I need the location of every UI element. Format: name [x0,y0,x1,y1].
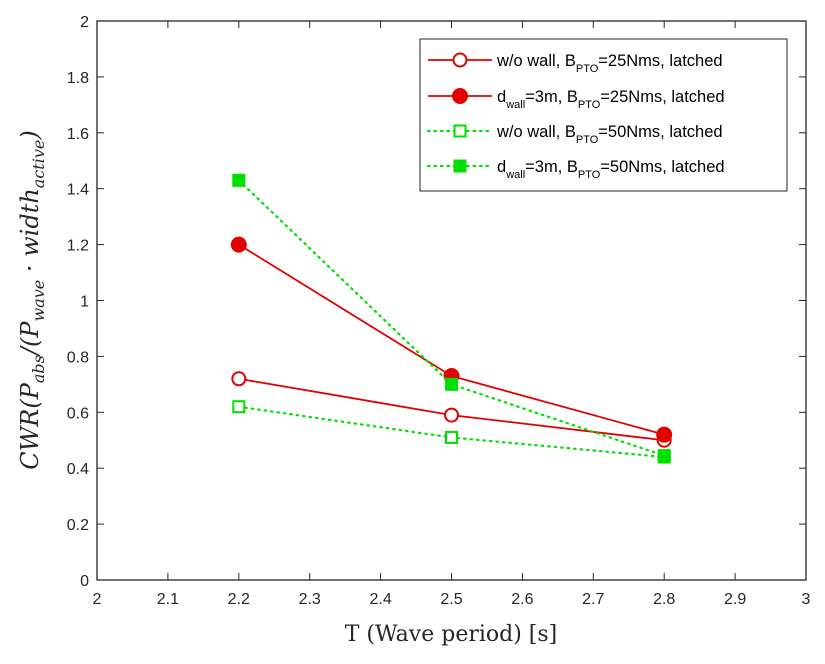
legend-marker [452,88,468,104]
x-tick-label: 3 [802,591,811,608]
data-point [232,400,246,414]
legend-subscript: PTO [576,134,599,146]
legend-text-part: =25Nms, latched [598,52,722,70]
y-tick-label: 0.6 [67,405,89,422]
y-label-main: CWR(P [16,382,44,469]
data-point [444,407,459,423]
data-point [445,430,458,444]
legend-subscript: PTO [578,99,601,111]
legend-item: w/o wall, BPTO=50Nms, latched [426,123,723,146]
y-tick-label: 1.6 [67,126,89,143]
series-4 [232,173,671,463]
y-tick-label: 1.2 [67,238,89,255]
legend-label: w/o wall, BPTO=25Nms, latched [496,52,723,75]
y-tick-label: 0.2 [67,517,89,534]
y-axis-label: CWR(Pabs/(Pwave · widthactive) [16,130,48,470]
y-label-end: ) [16,130,44,140]
y-label-mid: /(P [16,321,44,357]
y-label-sub-active: active [29,140,48,189]
y-tick-label: 2 [80,14,89,31]
y-tick-label: 0.4 [67,461,89,478]
legend-text-part: =50Nms, latched [600,158,724,176]
series-layer [230,173,673,464]
legend-marker [452,52,468,68]
x-tick-label: 2.8 [653,591,675,608]
legend-text-part: d [497,88,506,106]
legend-subscript: PTO [578,169,601,181]
x-ticks: 2 2.1 2.2 2.3 2.4 2.5 2.6 2.7 2.8 2.9 3 [93,21,811,608]
y-label-sub-wave: wave [29,280,48,322]
legend-text-part: =3m, B [525,158,578,176]
data-point [230,236,247,253]
legend-marker [453,124,467,138]
legend-text-part: d [497,158,506,176]
legend-text-part: w/o wall, B [496,52,576,70]
y-tick-label: 0 [80,573,89,590]
y-label-mid2: · width [16,188,44,280]
x-tick-label: 2.9 [724,591,746,608]
x-tick-label: 2.5 [440,591,462,608]
x-tick-label: 2.6 [511,591,533,608]
y-label-sub-abs: abs [29,355,48,383]
data-point [231,371,247,387]
data-point [232,173,246,187]
data-point [656,426,673,443]
legend-subscript: wall [505,169,525,181]
x-tick-label: 2.1 [157,591,179,608]
x-tick-label: 2.7 [582,591,604,608]
legend-item: w/o wall, BPTO=25Nms, latched [428,52,723,75]
data-point [657,449,671,463]
legend-text-part: w/o wall, B [496,123,576,141]
y-ticks: 0 0.2 0.4 0.6 0.8 1 1.2 1.4 1.6 1.8 2 [67,14,806,590]
data-point [445,377,458,391]
y-tick-label: 1 [80,294,89,311]
x-tick-label: 2.3 [299,591,321,608]
y-tick-label: 1.8 [67,70,89,87]
y-tick-label: 1.4 [67,182,89,199]
x-tick-label: 2.2 [228,591,250,608]
x-tick-label: 2 [93,591,102,608]
legend-marker [453,159,467,173]
y-tick-label: 0.8 [67,349,89,366]
legend-text-part: =25Nms, latched [600,88,724,106]
legend-label: w/o wall, BPTO=50Nms, latched [496,123,723,146]
legend-text-part: =3m, B [525,88,578,106]
legend-item: dwall=3m, BPTO=25Nms, latched [428,88,725,111]
legend-item: dwall=3m, BPTO=50Nms, latched [426,158,725,181]
x-axis-label: T (Wave period) [s] [345,622,558,647]
legend-subscript: PTO [576,63,599,75]
legend-subscript: wall [505,99,525,111]
legend-label: dwall=3m, BPTO=50Nms, latched [497,158,725,181]
legend-text-part: =50Nms, latched [598,123,722,141]
legend-label: dwall=3m, BPTO=25Nms, latched [497,88,725,111]
x-tick-label: 2.4 [369,591,391,608]
